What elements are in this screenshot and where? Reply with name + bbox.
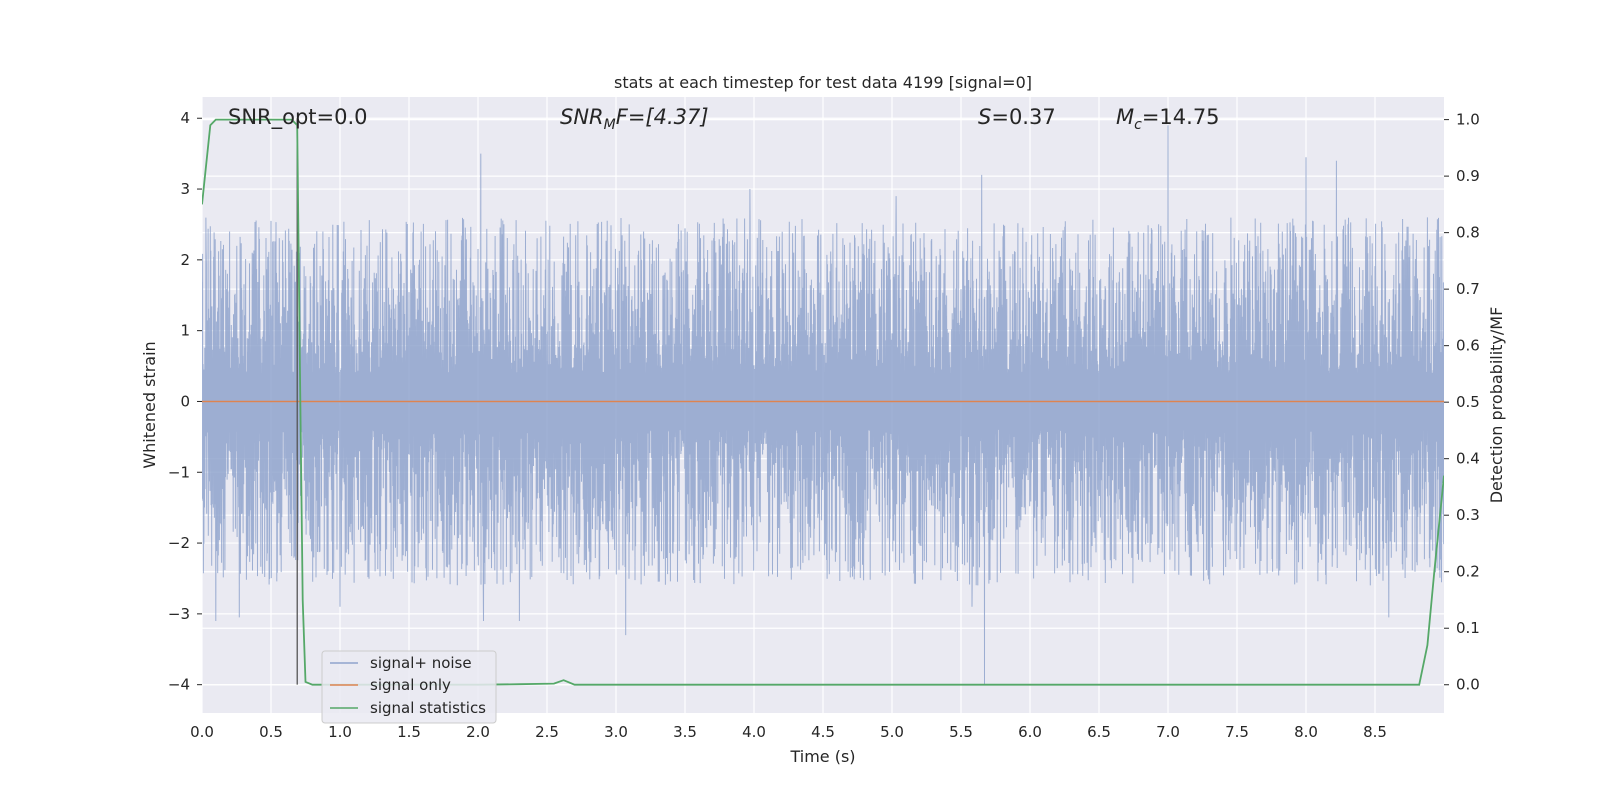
- y-left-tick-label: −3: [168, 605, 190, 623]
- x-tick-label: 6.0: [1018, 723, 1042, 741]
- y-left-tick-label: −2: [168, 534, 190, 552]
- x-tick-label: 6.5: [1087, 723, 1111, 741]
- annotation-snr-mf-symbol: SNR: [560, 105, 604, 129]
- x-tick-label: 1.0: [328, 723, 352, 741]
- annotation-mc-subscript: c: [1134, 117, 1142, 133]
- chart-title: stats at each timestep for test data 419…: [614, 73, 1032, 92]
- y-right-tick-label: 0.0: [1456, 676, 1480, 694]
- annotation-snr-mf-value: F=[4.37]: [616, 105, 709, 129]
- x-tick-label: 3.5: [673, 723, 697, 741]
- annotation-mc: Mc=14.75: [1116, 105, 1220, 133]
- y-right-tick-label: 0.8: [1456, 224, 1480, 242]
- x-tick-label: 5.0: [880, 723, 904, 741]
- y-left-tick-labels: 4 3 2 1 0 −1 −2 −3 −4: [168, 109, 202, 694]
- annotation-snr-mf: SNRMF=[4.37]: [560, 105, 709, 133]
- annotation-s-symbol: S: [978, 105, 991, 129]
- y-right-tick-label: 0.6: [1456, 337, 1480, 355]
- legend-label-signal-only: signal only: [370, 676, 451, 694]
- x-tick-labels: 0.0 0.5 1.0 1.5 2.0 2.5 3.0 3.5 4.0 4.5 5.0 5.5 6.0 6…: [190, 723, 1387, 741]
- y-left-tick-label: 2: [180, 251, 190, 269]
- legend: signal+ noise signal only signal statist…: [321, 650, 497, 724]
- x-tick-label: 5.5: [949, 723, 973, 741]
- legend-box: [321, 650, 497, 724]
- y-right-tick-label: 0.3: [1456, 506, 1480, 524]
- annotation-mc-symbol: M: [1116, 105, 1134, 129]
- x-axis-label: Time (s): [789, 747, 855, 766]
- plot-area: [202, 118, 1444, 686]
- y-right-tick-label: 0.2: [1456, 563, 1480, 581]
- y-left-tick-label: 4: [180, 109, 190, 127]
- annotation-snr-opt: SNR_opt=0.0: [228, 105, 368, 130]
- x-tick-label: 2.5: [535, 723, 559, 741]
- y-right-tick-label: 0.9: [1456, 167, 1480, 185]
- y-right-tick-label: 1.0: [1456, 111, 1480, 129]
- legend-label-signal-statistics: signal statistics: [370, 699, 486, 717]
- x-tick-label: 2.0: [466, 723, 490, 741]
- y-right-tick-label: 0.1: [1456, 619, 1480, 637]
- x-tick-label: 4.0: [742, 723, 766, 741]
- x-tick-label: 0.0: [190, 723, 214, 741]
- annotation-s: S=0.37: [978, 105, 1056, 129]
- x-tick-label: 1.5: [397, 723, 421, 741]
- y-right-tick-label: 0.5: [1456, 393, 1480, 411]
- x-tick-label: 4.5: [811, 723, 835, 741]
- y-left-tick-label: 0: [180, 392, 190, 410]
- y-left-tick-label: −1: [168, 463, 190, 481]
- series-signal-statistics-line: [202, 118, 1444, 686]
- y-axis-left-label: Whitened strain: [140, 341, 159, 468]
- annotation-mc-value: =14.75: [1142, 105, 1220, 129]
- y-left-tick-label: −4: [168, 676, 190, 694]
- y-right-tick-label: 0.4: [1456, 450, 1480, 468]
- y-left-tick-label: 1: [180, 322, 190, 340]
- annotation-s-value: =0.37: [991, 105, 1055, 129]
- legend-label-signal-noise: signal+ noise: [370, 654, 472, 672]
- x-tick-label: 7.5: [1225, 723, 1249, 741]
- x-tick-label: 8.5: [1363, 723, 1387, 741]
- x-tick-label: 0.5: [259, 723, 283, 741]
- y-right-tick-label: 0.7: [1456, 280, 1480, 298]
- series-signal-noise-line: [202, 125, 1444, 685]
- x-tick-label: 7.0: [1156, 723, 1180, 741]
- x-tick-label: 8.0: [1294, 723, 1318, 741]
- y-axis-right-label: Detection probability/MF: [1487, 307, 1506, 504]
- y-right-tick-labels: 1.0 0.9 0.8 0.7 0.6 0.5 0.4 0.3 0.2 0.1 0.0: [1444, 111, 1480, 694]
- annotation-snr-mf-subscript: M: [604, 117, 616, 133]
- y-left-tick-label: 3: [180, 180, 190, 198]
- x-tick-label: 3.0: [604, 723, 628, 741]
